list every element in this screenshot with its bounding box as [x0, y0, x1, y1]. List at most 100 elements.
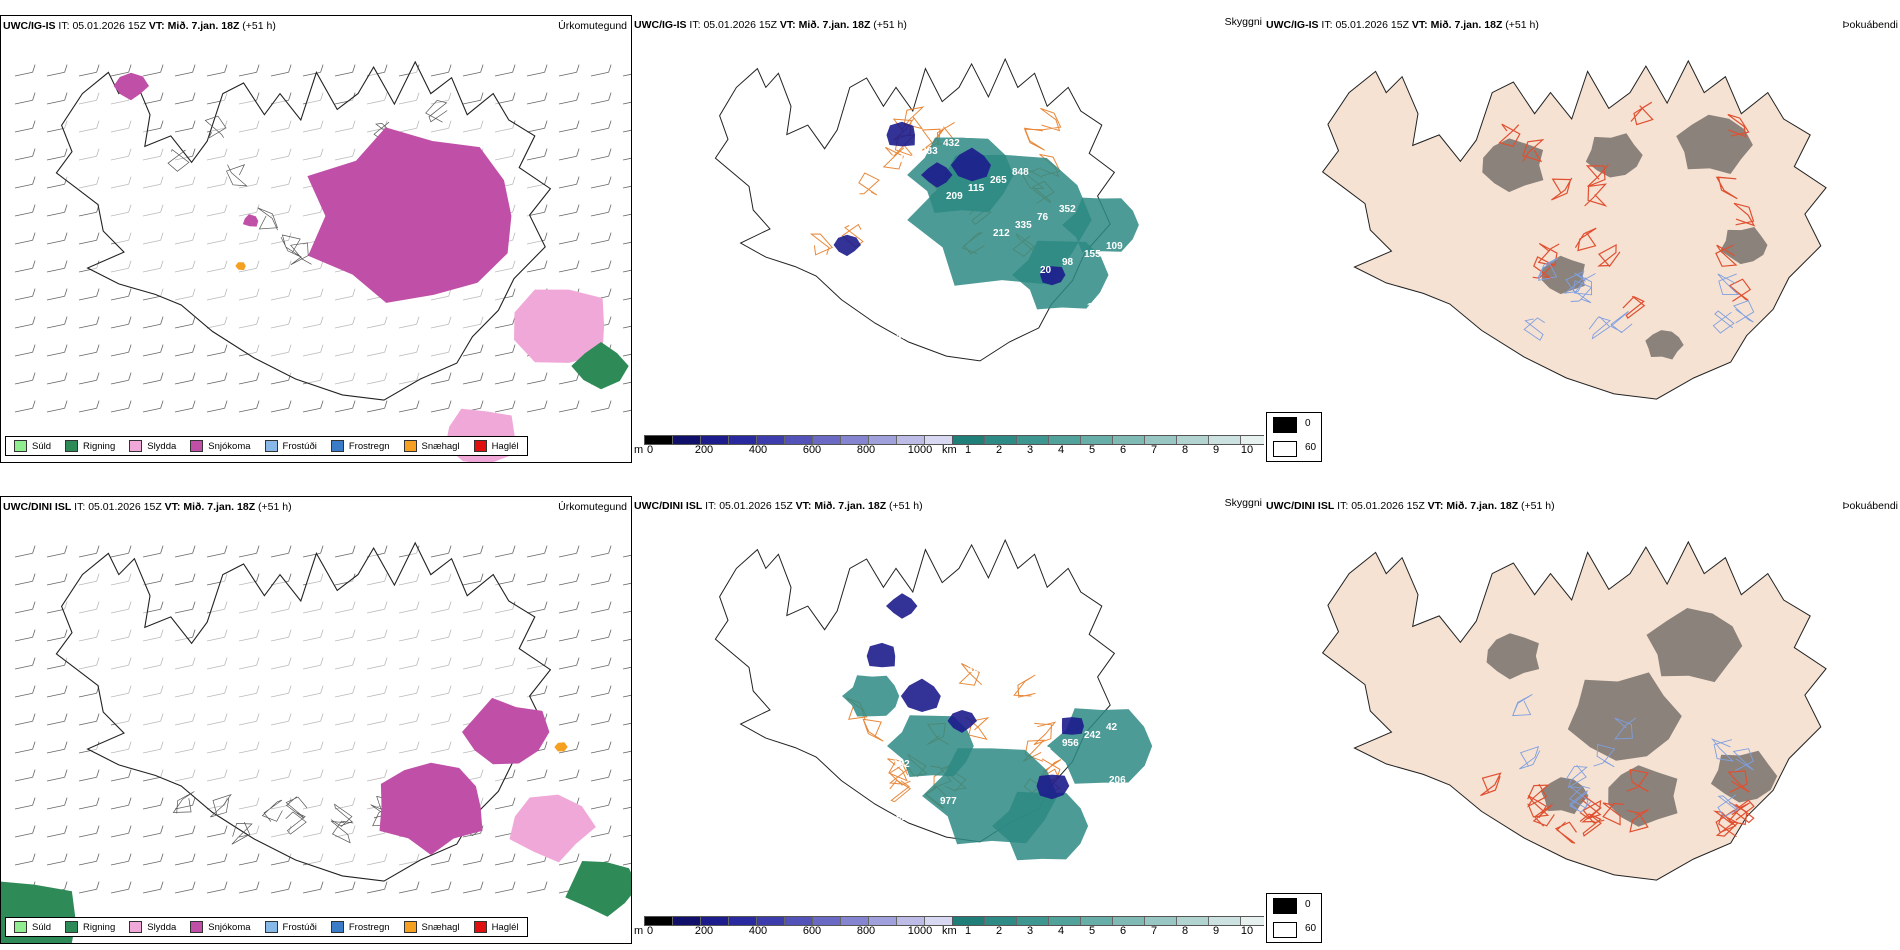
- wind-barb: [558, 573, 580, 586]
- wind-barb-staff: [46, 127, 65, 133]
- wind-barb: [14, 713, 36, 726]
- wind-barb-staff: [622, 127, 631, 133]
- wind-barb-staff: [558, 407, 577, 413]
- legend-item-frostregn: Frostregn: [330, 921, 390, 933]
- wind-barb-staff: [110, 407, 129, 413]
- wind-barb-staff: [590, 407, 609, 413]
- wind-barb-flag: [448, 372, 452, 381]
- legend-swatch: [129, 921, 143, 933]
- wind-barb-staff: [14, 804, 33, 810]
- wind-barb-flag: [256, 92, 260, 101]
- river-line: [1537, 257, 1559, 281]
- colorbar-swatches: [644, 916, 954, 926]
- wind-barb: [46, 825, 68, 838]
- wind-barb: [14, 372, 36, 385]
- colorbar-swatches: [952, 435, 1264, 445]
- wind-barb-staff: [270, 552, 289, 558]
- wind-barb: [526, 601, 548, 614]
- wind-barb-staff: [46, 804, 65, 810]
- wind-barb: [494, 400, 516, 413]
- wind-barb-staff: [462, 99, 481, 105]
- wind-barb-staff: [14, 155, 33, 161]
- wind-barb-staff: [14, 552, 33, 558]
- wind-barb: [174, 545, 196, 558]
- wind-barb-staff: [622, 323, 631, 329]
- river-line: [1614, 717, 1637, 740]
- legend-swatch: [264, 921, 278, 933]
- wind-barb: [622, 71, 631, 77]
- wind-barb: [78, 769, 100, 782]
- wind-barb: [142, 372, 164, 385]
- wind-barb-flag: [192, 853, 196, 862]
- wind-barb-flag: [576, 176, 580, 185]
- wind-barb: [558, 545, 580, 558]
- visibility-value-label: 143: [899, 635, 916, 646]
- wind-barb-staff: [622, 267, 631, 273]
- wind-barb-staff: [14, 664, 33, 670]
- wind-barb: [46, 344, 68, 357]
- wind-barb-flag: [32, 176, 36, 185]
- wind-barb-staff: [462, 379, 481, 385]
- wind-barb-staff: [462, 351, 481, 357]
- wind-barb-staff: [302, 407, 321, 413]
- wind-barb: [590, 120, 612, 133]
- wind-barb-flag: [64, 685, 68, 694]
- road-line: [1532, 803, 1555, 827]
- wind-barb-staff: [142, 295, 161, 301]
- wind-barb-flag: [544, 545, 548, 554]
- wind-barb: [590, 176, 612, 189]
- wind-barb-staff: [590, 239, 609, 245]
- wind-barb: [494, 64, 516, 77]
- wind-barb: [622, 295, 631, 301]
- wind-barb: [174, 400, 196, 413]
- river-line: [1717, 794, 1739, 818]
- wind-barb: [238, 64, 260, 77]
- visibility-value-label: 283: [921, 146, 938, 157]
- wind-barb-flag: [576, 741, 580, 750]
- wind-barb: [526, 769, 548, 782]
- wind-barb-flag: [64, 741, 68, 750]
- wind-barb-flag: [192, 316, 196, 325]
- wind-barb-staff: [334, 407, 353, 413]
- wind-barb: [590, 657, 612, 670]
- wind-barb-staff: [558, 267, 577, 273]
- panel-variable-title: Skyggni: [1224, 497, 1262, 509]
- wind-barb-staff: [462, 860, 481, 866]
- wind-barb: [206, 400, 228, 413]
- wind-barb: [206, 825, 228, 838]
- wind-barb: [398, 400, 420, 413]
- wind-barb-flag: [160, 64, 164, 73]
- wind-barb: [206, 64, 228, 77]
- wind-barb: [270, 545, 292, 558]
- colorbar-swatches: [644, 435, 954, 445]
- wind-barb: [46, 545, 68, 558]
- wind-barb-flag: [64, 204, 68, 213]
- wind-barb-flag: [192, 400, 196, 409]
- wind-barb: [46, 741, 68, 754]
- wind-barb: [174, 344, 196, 357]
- wind-barb-staff: [622, 295, 631, 301]
- wind-barb-staff: [46, 552, 65, 558]
- wind-barb: [46, 400, 68, 413]
- wind-barb-staff: [14, 323, 33, 329]
- wind-barb: [174, 601, 196, 614]
- wind-barb-staff: [78, 888, 97, 894]
- wind-barb-flag: [64, 573, 68, 582]
- wind-barb: [622, 351, 631, 357]
- wind-barb-staff: [526, 155, 545, 161]
- river-line: [1588, 316, 1611, 340]
- wind-barb: [46, 685, 68, 698]
- wind-barb-flag: [384, 545, 388, 554]
- snow-area: [379, 762, 483, 855]
- colorbar-swatch: [645, 917, 673, 925]
- wind-barb: [334, 545, 356, 558]
- wind-barb-staff: [46, 267, 65, 273]
- legend-swatch: [330, 440, 344, 452]
- wind-barb-flag: [160, 344, 164, 353]
- wind-barb: [558, 400, 580, 413]
- wind-barb-flag: [96, 853, 100, 862]
- wind-barb-staff: [558, 127, 577, 133]
- wind-barb: [558, 232, 580, 245]
- road-line: [882, 146, 905, 170]
- wind-barb-staff: [46, 860, 65, 866]
